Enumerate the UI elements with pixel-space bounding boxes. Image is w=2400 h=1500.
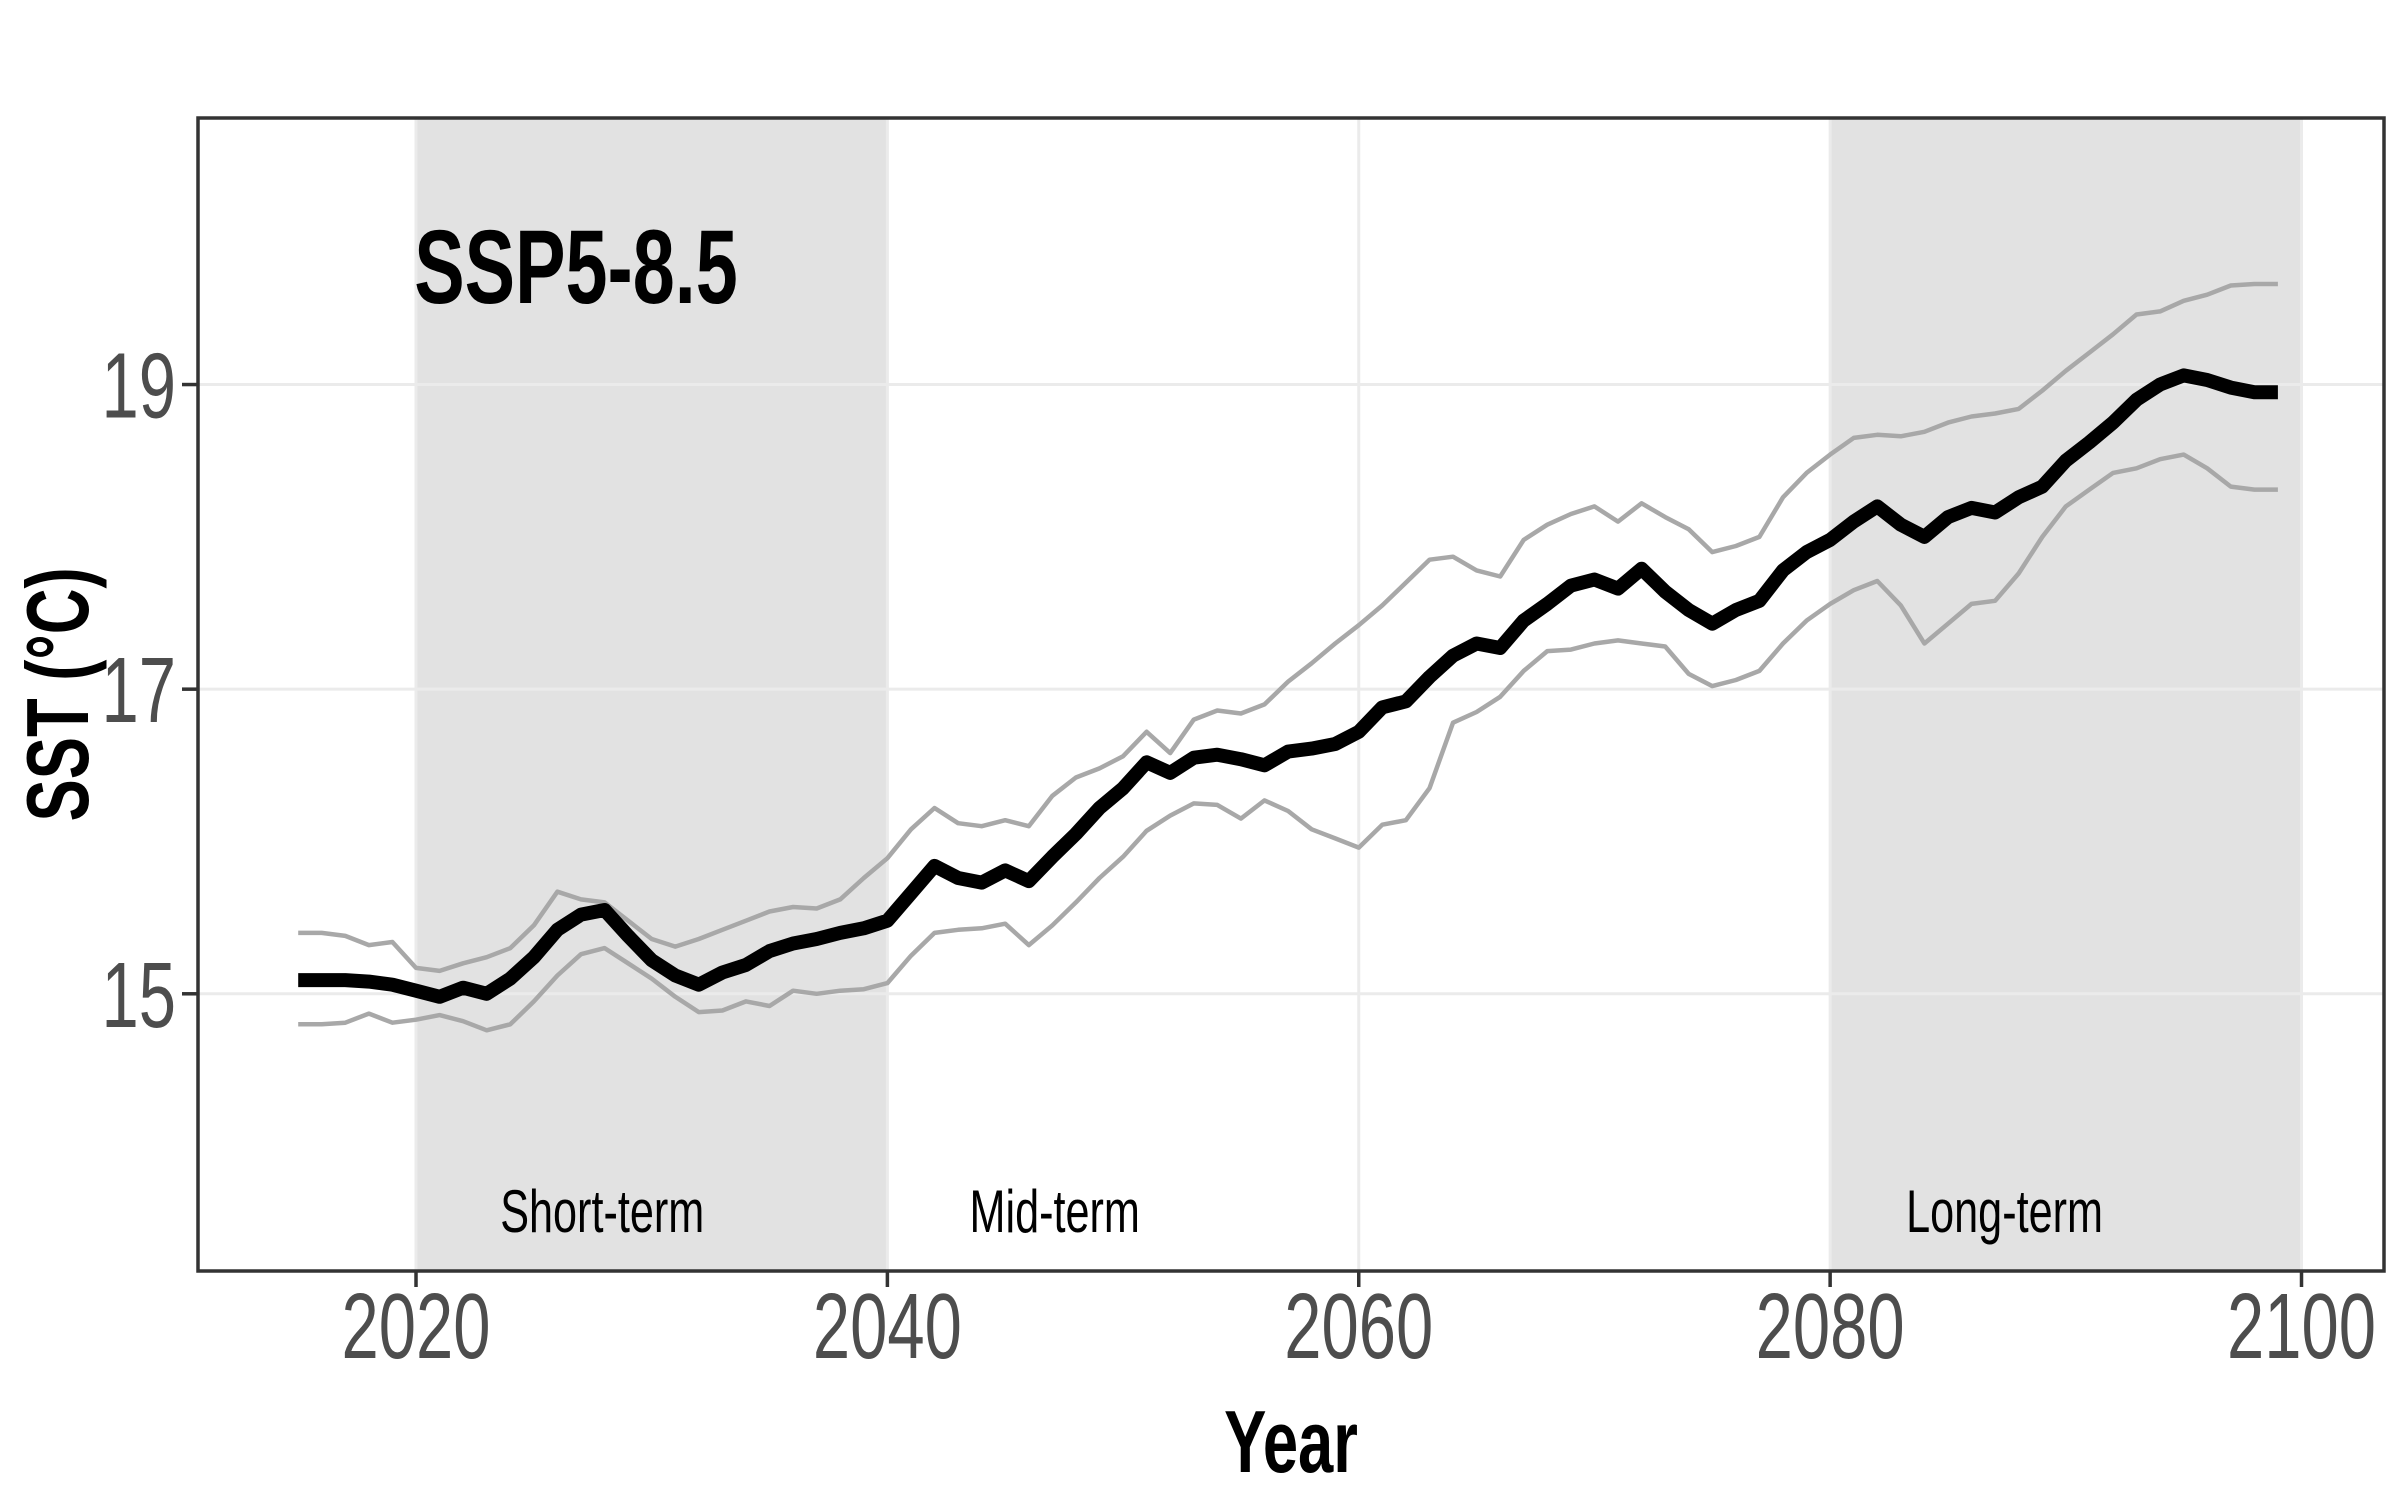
annotation-short-term: Short-term bbox=[500, 1179, 704, 1246]
x-tick-label-2080: 2080 bbox=[1756, 1275, 1905, 1378]
ensemble-mean-line bbox=[298, 368, 2278, 1004]
y-axis-title: SST (°C) bbox=[10, 567, 108, 821]
gridlines bbox=[198, 118, 2384, 1271]
x-tick-label-2040: 2040 bbox=[813, 1275, 962, 1378]
x-tick-label-2020: 2020 bbox=[342, 1275, 491, 1378]
shaded-period-bands bbox=[416, 118, 2302, 1271]
x-tick-label-2060: 2060 bbox=[1284, 1275, 1433, 1378]
data-series bbox=[298, 281, 2278, 1033]
annotation-long-term: Long-term bbox=[1906, 1179, 2103, 1246]
y-tick-label-15: 15 bbox=[102, 944, 176, 1047]
upper-bound-line bbox=[298, 281, 2278, 974]
x-tick-label-2100: 2100 bbox=[2227, 1275, 2376, 1378]
panel-border bbox=[196, 116, 2386, 1273]
annotation-mid-term: Mid-term bbox=[970, 1179, 1140, 1246]
long-term-band bbox=[1830, 118, 2302, 1271]
chart-title: SSP5-8.5 bbox=[414, 209, 738, 326]
y-tick-label-19: 19 bbox=[102, 335, 176, 438]
tick-labels: 2020 2040 2060 2080 2100 15 17 19 bbox=[102, 335, 2376, 1379]
panel-border-and-ticks bbox=[182, 116, 2386, 1287]
y-tick-label-17: 17 bbox=[102, 640, 176, 743]
lower-bound-line bbox=[298, 452, 2278, 1033]
short-term-band bbox=[416, 118, 888, 1271]
x-axis-title: Year bbox=[1224, 1394, 1358, 1492]
